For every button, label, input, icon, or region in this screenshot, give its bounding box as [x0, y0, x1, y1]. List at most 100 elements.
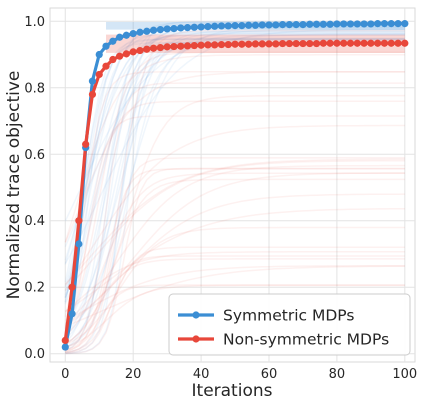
- data-point: [319, 39, 327, 47]
- data-point: [326, 39, 334, 47]
- data-point: [231, 40, 239, 48]
- data-point: [299, 39, 307, 48]
- individual-run-line: [64, 32, 405, 345]
- individual-run-line: [64, 28, 405, 247]
- data-point: [183, 24, 192, 32]
- data-point: [401, 20, 409, 28]
- legend-swatch-marker: [192, 311, 200, 319]
- data-point: [251, 40, 260, 48]
- data-point: [149, 44, 158, 52]
- data-point: [285, 21, 293, 29]
- data-point: [238, 40, 246, 48]
- data-point: [326, 20, 334, 28]
- series-points: [61, 20, 409, 351]
- individual-run-line: [65, 255, 405, 354]
- data-point: [380, 20, 389, 28]
- data-point: [285, 39, 293, 48]
- data-point: [251, 21, 260, 29]
- individual-run-line: [64, 158, 405, 285]
- data-point: [353, 20, 361, 28]
- data-point: [292, 21, 300, 29]
- legend-label: Symmetric MDPs: [223, 307, 354, 325]
- data-point: [136, 46, 144, 55]
- data-point: [380, 39, 389, 47]
- data-point: [272, 21, 280, 29]
- data-point: [204, 23, 212, 31]
- individual-run-line: [64, 33, 405, 298]
- data-point: [82, 140, 90, 148]
- data-point: [177, 24, 185, 32]
- data-point: [245, 40, 253, 48]
- data-point: [75, 240, 83, 248]
- individual-run-line: [64, 124, 405, 286]
- data-point: [238, 22, 246, 30]
- data-point: [306, 20, 314, 28]
- y-tick-label: 0.4: [24, 214, 45, 229]
- data-point: [211, 41, 219, 49]
- y-tick-labels: 0.0 0.2 0.4 0.6 0.8 1.0: [24, 15, 45, 362]
- data-point: [68, 283, 76, 291]
- y-tick-label: 0.6: [24, 148, 45, 163]
- individual-run-line: [64, 193, 405, 325]
- x-tick-label: 0: [61, 367, 69, 382]
- data-point: [156, 26, 164, 34]
- data-point: [122, 31, 130, 39]
- individual-run-line: [65, 167, 405, 355]
- data-point: [143, 45, 151, 53]
- data-point: [95, 50, 103, 59]
- y-tick-label: 0.0: [24, 347, 45, 362]
- x-tick-label: 80: [329, 367, 346, 382]
- individual-run-line: [64, 26, 405, 336]
- individual-run-line: [64, 38, 405, 303]
- individual-run-line: [64, 32, 405, 283]
- data-point: [224, 40, 232, 49]
- individual-run-line: [64, 159, 405, 291]
- data-point: [299, 21, 307, 29]
- data-point: [122, 50, 130, 58]
- data-point: [292, 39, 300, 48]
- data-point: [217, 40, 226, 49]
- individual-run-line: [64, 38, 405, 328]
- data-point: [197, 41, 205, 49]
- individual-run-line: [65, 37, 405, 354]
- data-point: [278, 39, 287, 48]
- y-axis-label: Normalized trace objective: [4, 71, 24, 300]
- data-point: [163, 43, 171, 51]
- data-point: [374, 20, 382, 28]
- data-point: [387, 20, 395, 28]
- data-point: [156, 43, 164, 52]
- data-point: [149, 26, 158, 34]
- data-point: [333, 39, 341, 47]
- individual-run-line: [64, 115, 405, 335]
- x-tick-labels: 0 20 40 60 80 100: [61, 367, 417, 382]
- data-point: [190, 23, 198, 31]
- legend-label: Non-symmetric MDPs: [223, 331, 389, 349]
- data-point: [204, 41, 212, 49]
- data-point: [129, 48, 137, 56]
- data-point: [374, 39, 382, 47]
- individual-run-line: [64, 38, 405, 303]
- data-point: [61, 343, 69, 351]
- y-tick-label: 1.0: [24, 15, 45, 30]
- legend-box: [168, 293, 411, 356]
- data-point: [177, 42, 185, 50]
- legend: Symmetric MDPs Non-symmetric MDPs: [168, 293, 411, 356]
- individual-run-line: [64, 251, 405, 313]
- individual-run-line: [64, 34, 405, 330]
- data-point: [353, 39, 361, 47]
- data-point: [265, 40, 273, 48]
- individual-run-line: [64, 94, 405, 345]
- data-point: [95, 70, 103, 79]
- data-point: [306, 39, 314, 48]
- y-tick-label: 0.8: [24, 81, 45, 96]
- legend-swatch-marker: [192, 335, 200, 343]
- data-point: [197, 23, 205, 31]
- x-tick-label: 60: [261, 367, 278, 382]
- data-point: [278, 21, 287, 29]
- data-point: [360, 20, 368, 28]
- data-point: [143, 27, 151, 35]
- individual-run-line: [64, 178, 405, 349]
- data-point: [333, 20, 341, 28]
- individual-run-line: [64, 207, 405, 312]
